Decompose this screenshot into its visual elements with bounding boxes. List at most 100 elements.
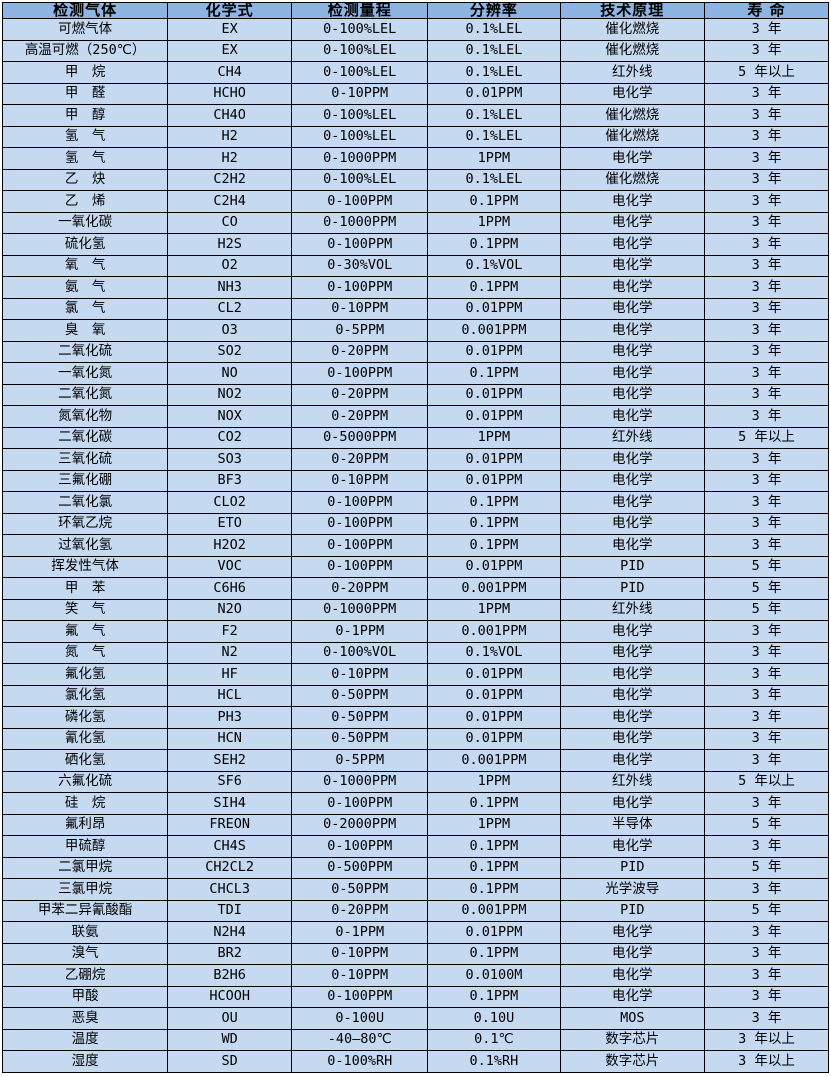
table-row: 联氨 N2H4 0-1PPM 0.01PPM 电化学 3 年 xyxy=(1,921,829,944)
gas-name-cell: 氯化氢 xyxy=(1,684,169,707)
lifespan-cell: 3 年 xyxy=(704,448,829,471)
lifespan-cell: 3 年 xyxy=(704,104,829,127)
gas-name-cell: 氢 气 xyxy=(1,125,169,148)
resolution-cell: 0.01PPM xyxy=(427,383,561,406)
lifespan-cell: 3 年 xyxy=(704,706,829,729)
principle-cell: 催化燃烧 xyxy=(559,18,706,41)
resolution-cell: 0.01PPM xyxy=(427,684,561,707)
principle-cell: 电化学 xyxy=(559,727,706,750)
lifespan-cell: 3 年 xyxy=(704,18,829,41)
formula-cell: CHCL3 xyxy=(167,878,293,901)
resolution-cell: 0.1PPM xyxy=(427,792,561,815)
resolution-cell: 0.1PPM xyxy=(427,362,561,385)
column-header-range: 检测量程 xyxy=(291,2,429,19)
resolution-cell: 0.1PPM xyxy=(427,491,561,514)
table-row: 甲酸 HCOOH 0-100PPM 0.1PPM 电化学 3 年 xyxy=(1,985,829,1008)
lifespan-cell: 5 年以上 xyxy=(704,61,829,84)
table-row: 一氧化氮 NO 0-100PPM 0.1PPM 电化学 3 年 xyxy=(1,362,829,385)
column-header-principle: 技术原理 xyxy=(559,2,706,19)
formula-cell: CH4 xyxy=(167,61,293,84)
formula-cell: BF3 xyxy=(167,469,293,492)
lifespan-cell: 3 年 xyxy=(704,921,829,944)
principle-cell: 电化学 xyxy=(559,82,706,105)
table-row: 二氧化氯 CLO2 0-100PPM 0.1PPM 电化学 3 年 xyxy=(1,491,829,514)
formula-cell: H2 xyxy=(167,147,293,170)
range-cell: 0-1000PPM xyxy=(291,147,429,170)
lifespan-cell: 3 年 xyxy=(704,749,829,772)
table-row: 二氧化氮 NO2 0-20PPM 0.01PPM 电化学 3 年 xyxy=(1,383,829,406)
principle-cell: 电化学 xyxy=(559,319,706,342)
principle-cell: 电化学 xyxy=(559,964,706,987)
resolution-cell: 0.1%LEL xyxy=(427,125,561,148)
table-row: 三氟化硼 BF3 0-10PPM 0.01PPM 电化学 3 年 xyxy=(1,469,829,492)
table-row: 可燃气体 EX 0-100%LEL 0.1%LEL 催化燃烧 3 年 xyxy=(1,18,829,41)
range-cell: 0-100%LEL xyxy=(291,18,429,41)
table-row: 氮 气 N2 0-100%VOL 0.1%VOL 电化学 3 年 xyxy=(1,641,829,664)
principle-cell: PID xyxy=(559,899,706,922)
formula-cell: C2H4 xyxy=(167,190,293,213)
lifespan-cell: 5 年以上 xyxy=(704,770,829,793)
lifespan-cell: 3 年 xyxy=(704,125,829,148)
range-cell: 0-100PPM xyxy=(291,362,429,385)
resolution-cell: 1PPM xyxy=(427,813,561,836)
range-cell: 0-20PPM xyxy=(291,448,429,471)
resolution-cell: 1PPM xyxy=(427,147,561,170)
table-row: 氟化氢 HF 0-10PPM 0.01PPM 电化学 3 年 xyxy=(1,663,829,686)
gas-name-cell: 一氧化氮 xyxy=(1,362,169,385)
formula-cell: O2 xyxy=(167,254,293,277)
lifespan-cell: 5 年 xyxy=(704,577,829,600)
table-row: 乙 炔 C2H2 0-100%LEL 0.1%LEL 催化燃烧 3 年 xyxy=(1,168,829,191)
lifespan-cell: 5 年 xyxy=(704,598,829,621)
range-cell: 0-2000PPM xyxy=(291,813,429,836)
gas-name-cell: 过氧化氢 xyxy=(1,534,169,557)
range-cell: 0-30%VOL xyxy=(291,254,429,277)
principle-cell: PID xyxy=(559,555,706,578)
resolution-cell: 0.1%LEL xyxy=(427,39,561,62)
formula-cell: SO3 xyxy=(167,448,293,471)
gas-name-cell: 乙 炔 xyxy=(1,168,169,191)
range-cell: 0-10PPM xyxy=(291,942,429,965)
formula-cell: EX xyxy=(167,39,293,62)
principle-cell: 电化学 xyxy=(559,383,706,406)
header-row: 检测气体 化学式 检测量程 分辨率 技术原理 寿 命 xyxy=(1,2,829,19)
lifespan-cell: 5 年以上 xyxy=(704,426,829,449)
range-cell: 0-20PPM xyxy=(291,383,429,406)
table-row: 甲 醛 HCHO 0-10PPM 0.01PPM 电化学 3 年 xyxy=(1,82,829,105)
table-row: 溴气 BR2 0-10PPM 0.1PPM 电化学 3 年 xyxy=(1,942,829,965)
range-cell: 0-50PPM xyxy=(291,727,429,750)
range-cell: 0-20PPM xyxy=(291,899,429,922)
range-cell: 0-1000PPM xyxy=(291,598,429,621)
table-row: 氟利昂 FREON 0-2000PPM 1PPM 半导体 5 年 xyxy=(1,813,829,836)
lifespan-cell: 3 年 xyxy=(704,792,829,815)
lifespan-cell: 3 年 xyxy=(704,254,829,277)
resolution-cell: 0.01PPM xyxy=(427,297,561,320)
resolution-cell: 0.1%LEL xyxy=(427,61,561,84)
gas-name-cell: 氮氧化物 xyxy=(1,405,169,428)
table-row: 氢 气 H2 0-1000PPM 1PPM 电化学 3 年 xyxy=(1,147,829,170)
lifespan-cell: 3 年 xyxy=(704,340,829,363)
table-row: 六氟化硫 SF6 0-1000PPM 1PPM 红外线 5 年以上 xyxy=(1,770,829,793)
principle-cell: 电化学 xyxy=(559,469,706,492)
gas-name-cell: 甲 苯 xyxy=(1,577,169,600)
formula-cell: TDI xyxy=(167,899,293,922)
table-row: 硅 烷 SIH4 0-100PPM 0.1PPM 电化学 3 年 xyxy=(1,792,829,815)
gas-name-cell: 恶臭 xyxy=(1,1007,169,1030)
gas-name-cell: 二氧化氮 xyxy=(1,383,169,406)
resolution-cell: 0.01PPM xyxy=(427,727,561,750)
range-cell: 0-20PPM xyxy=(291,577,429,600)
formula-cell: PH3 xyxy=(167,706,293,729)
resolution-cell: 0.1%VOL xyxy=(427,641,561,664)
lifespan-cell: 3 年 xyxy=(704,82,829,105)
formula-cell: CH4S xyxy=(167,835,293,858)
lifespan-cell: 3 年 xyxy=(704,362,829,385)
formula-cell: BR2 xyxy=(167,942,293,965)
formula-cell: H2S xyxy=(167,233,293,256)
table-row: 甲 醇 CH4O 0-100%LEL 0.1%LEL 催化燃烧 3 年 xyxy=(1,104,829,127)
table-row: 氧 气 O2 0-30%VOL 0.1%VOL 电化学 3 年 xyxy=(1,254,829,277)
formula-cell: OU xyxy=(167,1007,293,1030)
principle-cell: 电化学 xyxy=(559,921,706,944)
lifespan-cell: 3 年 xyxy=(704,405,829,428)
lifespan-cell: 3 年 xyxy=(704,684,829,707)
formula-cell: EX xyxy=(167,18,293,41)
